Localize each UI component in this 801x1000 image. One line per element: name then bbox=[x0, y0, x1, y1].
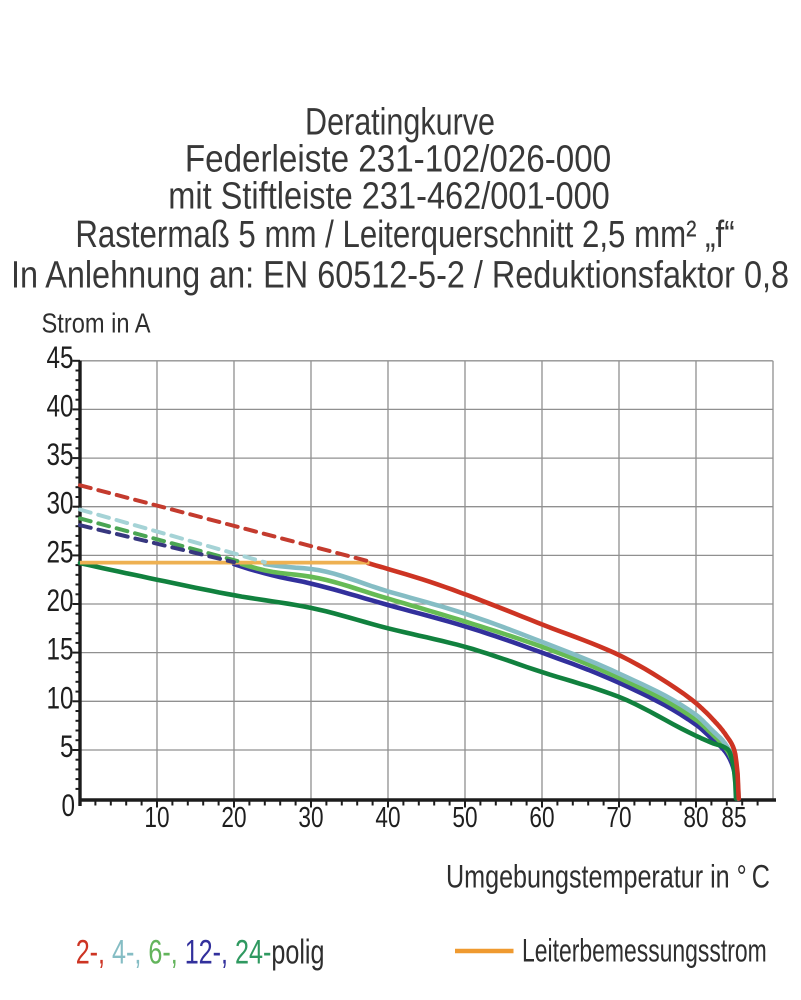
svg-text:30: 30 bbox=[298, 800, 323, 833]
svg-text:20: 20 bbox=[221, 800, 246, 833]
svg-text:Deratingkurve: Deratingkurve bbox=[305, 101, 495, 143]
svg-text:50: 50 bbox=[452, 800, 477, 833]
svg-text:Umgebungstemperatur in ° C: Umgebungstemperatur in ° C bbox=[446, 860, 770, 896]
svg-text:20: 20 bbox=[47, 583, 74, 618]
svg-text:35: 35 bbox=[47, 437, 74, 472]
svg-text:30: 30 bbox=[47, 486, 74, 521]
svg-text:40: 40 bbox=[375, 800, 400, 833]
svg-text:Rastermaß 5 mm / Leiterquersch: Rastermaß 5 mm / Leiterquerschnitt 2,5 m… bbox=[75, 214, 734, 256]
svg-text:10: 10 bbox=[47, 680, 74, 715]
svg-text:Strom in A: Strom in A bbox=[42, 309, 152, 339]
svg-text:Federleiste 231-102/026-000: Federleiste 231-102/026-000 bbox=[185, 137, 611, 180]
svg-text:40: 40 bbox=[47, 388, 74, 423]
svg-text:mit Stiftleiste 231-462/001-00: mit Stiftleiste 231-462/001-000 bbox=[168, 175, 610, 217]
svg-text:2-, 4-, 6-, 12-, 24-polig: 2-, 4-, 6-, 12-, 24-polig bbox=[76, 934, 325, 972]
svg-text:85: 85 bbox=[721, 800, 746, 833]
svg-text:15: 15 bbox=[47, 632, 74, 667]
svg-text:0: 0 bbox=[62, 788, 75, 823]
svg-text:10: 10 bbox=[144, 800, 169, 833]
svg-text:Leiterbemessungsstrom: Leiterbemessungsstrom bbox=[522, 933, 767, 969]
svg-text:25: 25 bbox=[47, 534, 74, 569]
svg-text:60: 60 bbox=[529, 800, 554, 833]
svg-text:In Anlehnung an: EN 60512-5-2: In Anlehnung an: EN 60512-5-2 / Reduktio… bbox=[11, 254, 789, 296]
svg-text:45: 45 bbox=[47, 340, 74, 375]
svg-text:70: 70 bbox=[606, 800, 631, 833]
svg-text:5: 5 bbox=[60, 729, 73, 764]
svg-text:80: 80 bbox=[683, 800, 708, 833]
